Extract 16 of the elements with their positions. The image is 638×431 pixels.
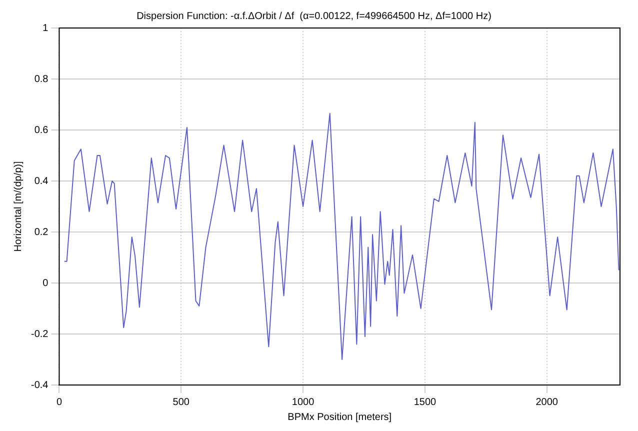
y-tick-label: 0.2 <box>34 226 49 238</box>
x-tick-label: 500 <box>172 396 190 408</box>
x-tick-label: 0 <box>56 396 62 408</box>
x-tick-label: 2000 <box>536 396 558 408</box>
y-tick-label: 0.8 <box>34 74 49 85</box>
y-tick-label: -0.4 <box>30 380 49 391</box>
y-tick-label: 1 <box>42 22 49 34</box>
x-tick-label: 1000 <box>292 396 315 408</box>
y-axis-title: Horizontal [m/(dp/p)] <box>12 160 24 252</box>
x-tick-label: 1500 <box>414 396 437 408</box>
chart-title: Dispersion Function: -α.f.ΔOrbit / Δf (α=0.00122, f=499664500 Hz, Δf=1000 Hz) <box>136 10 492 22</box>
y-tick-label: 0.4 <box>34 176 49 187</box>
y-tick-label: 0.6 <box>34 124 49 136</box>
y-tick-label: -0.2 <box>30 328 49 340</box>
x-axis-title: BPMx Position [meters] <box>288 412 392 423</box>
y-tick-label: 0 <box>42 278 49 289</box>
